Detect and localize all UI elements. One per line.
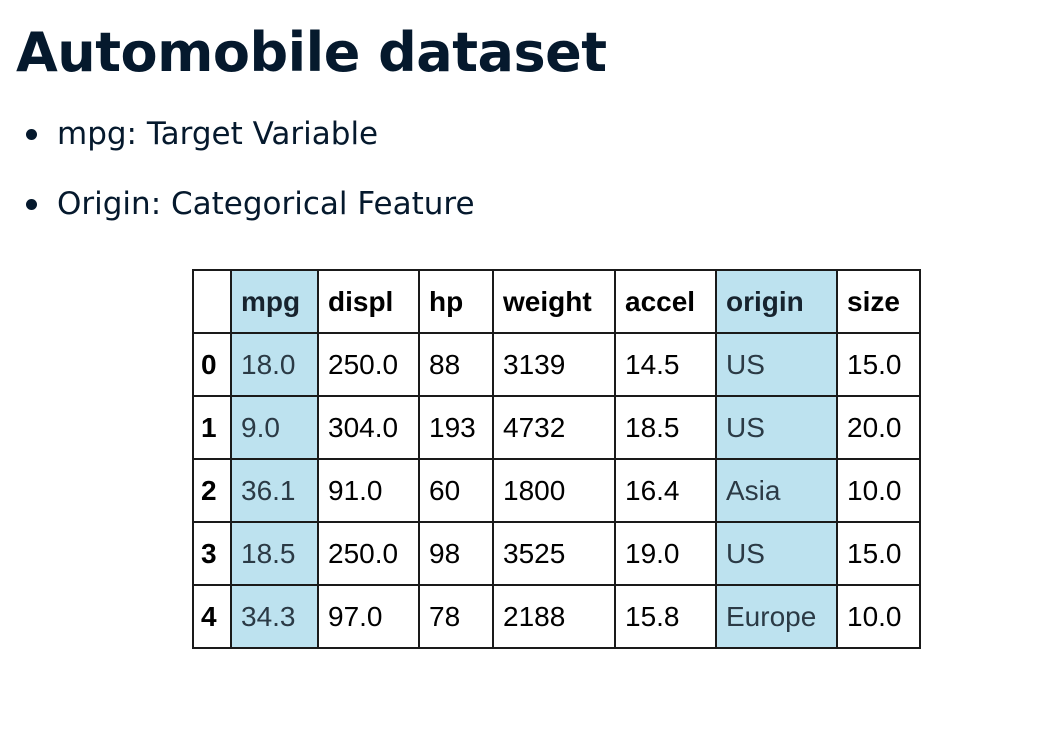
row-index: 3 bbox=[192, 521, 232, 586]
bullet-dot-icon bbox=[26, 129, 37, 140]
cell-mpg: 36.1 bbox=[230, 458, 319, 523]
table-row: 0 18.0 250.0 88 3139 14.5 US 15.0 bbox=[192, 332, 921, 397]
cell-size: 15.0 bbox=[836, 332, 921, 397]
cell-hp: 78 bbox=[418, 584, 494, 649]
cell-size: 10.0 bbox=[836, 458, 921, 523]
table-header-row: mpg displ hp weight accel origin size bbox=[192, 269, 921, 334]
table-row: 2 36.1 91.0 60 1800 16.4 Asia 10.0 bbox=[192, 458, 921, 523]
cell-accel: 15.8 bbox=[614, 584, 717, 649]
bullet-text: mpg: Target Variable bbox=[57, 116, 379, 152]
column-header-size: size bbox=[836, 269, 921, 334]
cell-displ: 91.0 bbox=[317, 458, 420, 523]
cell-displ: 250.0 bbox=[317, 332, 420, 397]
column-header-weight: weight bbox=[492, 269, 616, 334]
cell-hp: 88 bbox=[418, 332, 494, 397]
column-header-mpg: mpg bbox=[230, 269, 319, 334]
cell-weight: 3139 bbox=[492, 332, 616, 397]
cell-hp: 98 bbox=[418, 521, 494, 586]
bullet-target-variable: mpg: Target Variable bbox=[22, 108, 475, 160]
row-index: 4 bbox=[192, 584, 232, 649]
cell-mpg: 34.3 bbox=[230, 584, 319, 649]
cell-weight: 1800 bbox=[492, 458, 616, 523]
page-title: Automobile dataset bbox=[16, 21, 607, 84]
cell-origin: Asia bbox=[715, 458, 838, 523]
table-row: 1 9.0 304.0 193 4732 18.5 US 20.0 bbox=[192, 395, 921, 460]
column-header-hp: hp bbox=[418, 269, 494, 334]
column-header-accel: accel bbox=[614, 269, 717, 334]
cell-displ: 304.0 bbox=[317, 395, 420, 460]
cell-origin: US bbox=[715, 521, 838, 586]
cell-weight: 3525 bbox=[492, 521, 616, 586]
cell-weight: 4732 bbox=[492, 395, 616, 460]
column-header-origin: origin bbox=[715, 269, 838, 334]
cell-hp: 60 bbox=[418, 458, 494, 523]
cell-weight: 2188 bbox=[492, 584, 616, 649]
cell-origin: US bbox=[715, 395, 838, 460]
table-row: 3 18.5 250.0 98 3525 19.0 US 15.0 bbox=[192, 521, 921, 586]
cell-displ: 250.0 bbox=[317, 521, 420, 586]
cell-displ: 97.0 bbox=[317, 584, 420, 649]
column-header-displ: displ bbox=[317, 269, 420, 334]
bullet-text: Origin: Categorical Feature bbox=[57, 186, 475, 222]
cell-accel: 16.4 bbox=[614, 458, 717, 523]
cell-mpg: 9.0 bbox=[230, 395, 319, 460]
bullet-dot-icon bbox=[26, 199, 37, 210]
cell-mpg: 18.0 bbox=[230, 332, 319, 397]
cell-accel: 14.5 bbox=[614, 332, 717, 397]
cell-origin: Europe bbox=[715, 584, 838, 649]
cell-size: 10.0 bbox=[836, 584, 921, 649]
cell-size: 20.0 bbox=[836, 395, 921, 460]
row-index: 2 bbox=[192, 458, 232, 523]
bullet-list: mpg: Target Variable Origin: Categorical… bbox=[22, 108, 475, 248]
cell-hp: 193 bbox=[418, 395, 494, 460]
row-index: 1 bbox=[192, 395, 232, 460]
bullet-categorical-feature: Origin: Categorical Feature bbox=[22, 178, 475, 230]
cell-origin: US bbox=[715, 332, 838, 397]
row-index: 0 bbox=[192, 332, 232, 397]
cell-size: 15.0 bbox=[836, 521, 921, 586]
table-row: 4 34.3 97.0 78 2188 15.8 Europe 10.0 bbox=[192, 584, 921, 649]
column-header-index bbox=[192, 269, 232, 334]
cell-mpg: 18.5 bbox=[230, 521, 319, 586]
cell-accel: 18.5 bbox=[614, 395, 717, 460]
cell-accel: 19.0 bbox=[614, 521, 717, 586]
data-table: mpg displ hp weight accel origin size 0 … bbox=[192, 269, 921, 649]
